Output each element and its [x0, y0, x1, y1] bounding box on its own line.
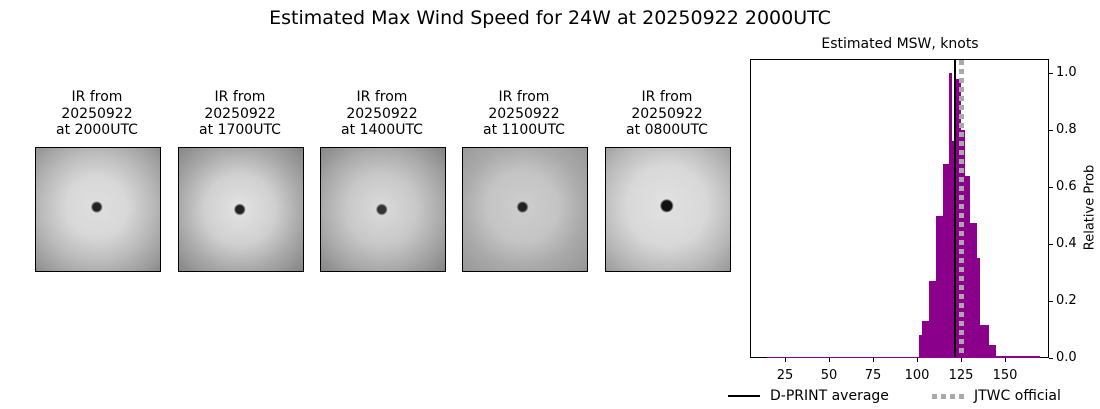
- ir-caption: IR from 20250922 at 0800UTC: [626, 89, 708, 138]
- y-tick: [1049, 301, 1053, 302]
- histogram-bar: [767, 356, 919, 358]
- ir-panel: IR from 20250922 at 1400UTC: [312, 89, 452, 272]
- ir-panel: IR from 20250922 at 1700UTC: [170, 89, 310, 272]
- ir-satellite-image: [178, 147, 304, 272]
- histogram-bar: [948, 73, 953, 358]
- ir-satellite-image: [35, 147, 161, 272]
- histogram-bar: [980, 325, 990, 358]
- x-tick: [1005, 358, 1006, 362]
- dprint-average-line: [953, 60, 956, 357]
- legend-label: JTWC official: [974, 388, 1061, 404]
- histogram-bar: [969, 222, 977, 358]
- legend-dprint: D-PRINT average: [728, 388, 889, 404]
- legend-jtwc: JTWC official: [932, 388, 1061, 404]
- y-tick-label: 0.4: [1056, 236, 1077, 251]
- histogram-bar: [989, 345, 997, 358]
- y-tick: [1049, 358, 1053, 359]
- ir-panel: IR from 20250922 at 1100UTC: [454, 89, 594, 272]
- ir-caption: IR from 20250922 at 1700UTC: [199, 89, 281, 138]
- x-tick-label: 50: [820, 368, 838, 383]
- histogram-bar: [943, 164, 949, 358]
- x-tick-label: 25: [776, 368, 794, 383]
- y-tick-label: 0.8: [1056, 122, 1077, 137]
- ir-satellite-image: [320, 147, 446, 272]
- y-tick-label: 0.6: [1056, 179, 1077, 194]
- histogram-bar: [996, 356, 1041, 358]
- histogram-bar: [964, 175, 970, 358]
- ir-satellite-image: [462, 147, 588, 272]
- ir-satellite-image: [605, 147, 731, 272]
- histogram-bar: [936, 215, 944, 358]
- x-tick: [917, 358, 918, 362]
- solid-line-icon: [728, 395, 760, 397]
- y-tick-label: 0.0: [1056, 350, 1077, 365]
- legend-label: D-PRINT average: [770, 388, 889, 404]
- x-tick-label: 150: [992, 368, 1018, 383]
- y-tick-label: 0.2: [1056, 293, 1077, 308]
- ir-caption: IR from 20250922 at 2000UTC: [56, 89, 138, 138]
- x-tick: [829, 358, 830, 362]
- ir-caption: IR from 20250922 at 1100UTC: [483, 89, 565, 138]
- y-tick: [1049, 130, 1053, 131]
- jtwc-official-line: [959, 60, 964, 357]
- x-tick: [873, 358, 874, 362]
- x-tick-label: 75: [864, 368, 882, 383]
- dotted-line-icon: [932, 393, 964, 399]
- y-tick: [1049, 187, 1053, 188]
- y-axis-title: Relative Prob: [1082, 164, 1098, 251]
- ir-panel: IR from 20250922 at 0800UTC: [597, 89, 737, 272]
- x-tick: [961, 358, 962, 362]
- histogram-bar: [976, 258, 981, 358]
- chart-title: Estimated MSW, knots: [821, 36, 979, 52]
- ir-panel: IR from 20250922 at 2000UTC: [27, 89, 167, 272]
- histogram-plot: [750, 59, 1049, 358]
- ir-caption: IR from 20250922 at 1400UTC: [341, 89, 423, 138]
- x-tick-label: 125: [948, 368, 974, 383]
- x-tick: [785, 358, 786, 362]
- histogram-bar: [929, 281, 937, 358]
- x-tick-label: 100: [904, 368, 930, 383]
- suptitle: Estimated Max Wind Speed for 24W at 2025…: [269, 7, 831, 29]
- histogram-bar: [918, 335, 923, 358]
- histogram-bar: [922, 320, 930, 358]
- y-tick-label: 1.0: [1056, 65, 1077, 80]
- histogram-bar: [955, 78, 961, 358]
- y-tick: [1049, 244, 1053, 245]
- y-tick: [1049, 73, 1053, 74]
